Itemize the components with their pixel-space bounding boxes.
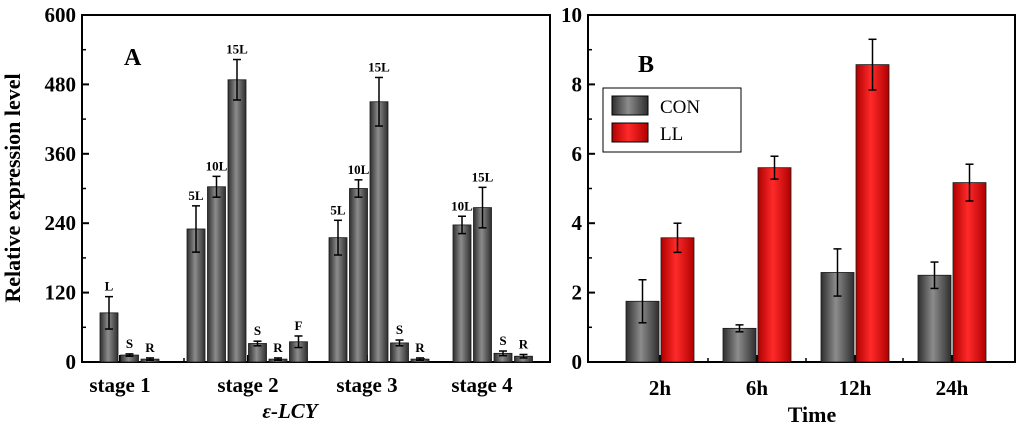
panel-b-x-title: Time — [788, 402, 837, 427]
bar-stage4-10L — [452, 224, 472, 363]
bar-LL-24h — [952, 182, 987, 363]
legend-label-con: CON — [660, 97, 700, 118]
bar-LL-12h — [855, 64, 890, 363]
y-tick-label: 600 — [45, 3, 77, 27]
panel-a: A 0 120 240 360 480 600 stage 1 stage 2 stage 3… — [0, 3, 551, 423]
bar-label: 10L — [451, 198, 473, 213]
y-tick-label: 8 — [572, 72, 583, 96]
bar-stage4-15L — [473, 207, 492, 363]
bar-label: 10L — [206, 158, 228, 173]
bar-stage3-15L — [369, 101, 389, 363]
x-tick-label: 2h — [649, 376, 672, 400]
y-tick-label: 0 — [572, 350, 583, 374]
bar-label: R — [519, 336, 529, 351]
panel-b-letter: B — [638, 52, 654, 78]
panel-b-x-axis: 2h 6h 12h 24h — [649, 355, 969, 400]
legend-label-ll: LL — [660, 124, 683, 145]
panel-a-letter: A — [124, 45, 142, 71]
bar-label: R — [415, 340, 425, 355]
bar-stage3-5L — [328, 237, 348, 363]
y-tick-label: 240 — [45, 211, 77, 235]
legend-swatch-con — [611, 95, 649, 116]
bar-CON-6h — [722, 327, 757, 363]
y-tick-label: 10 — [561, 3, 582, 27]
panel-a-y-title: Relative expression level — [0, 73, 25, 302]
panel-a-x-axis: stage 1 stage 2 stage 3 stage 4 — [89, 355, 513, 397]
y-tick-label: 6 — [572, 142, 583, 166]
y-tick-label: 4 — [572, 211, 583, 235]
bar-label: 10L — [348, 162, 370, 177]
bar-stage2-15L — [227, 79, 247, 363]
bar-label: 15L — [472, 169, 494, 184]
panel-a-x-title: ε-LCY — [262, 399, 319, 423]
panel-b: B 0 2 4 6 8 10 2h 6h 12h 24h Time CON LL — [561, 3, 1016, 427]
bar-label: F — [295, 318, 303, 333]
y-tick-label: 120 — [45, 281, 77, 305]
bar-label: R — [145, 340, 155, 355]
x-tick-label: 6h — [746, 376, 769, 400]
bar-label: S — [126, 336, 133, 351]
x-tick-label: 12h — [839, 376, 872, 400]
x-tick-label: stage 1 — [89, 373, 150, 397]
x-tick-label: stage 2 — [217, 373, 278, 397]
x-tick-label: stage 4 — [451, 373, 513, 397]
panel-b-legend: CON LL — [602, 87, 742, 153]
panel-b-bars — [625, 38, 987, 363]
x-tick-label: 24h — [936, 376, 969, 400]
bar-label: S — [254, 323, 261, 338]
bar-label: R — [273, 340, 283, 355]
bar-LL-6h — [757, 167, 792, 363]
y-tick-label: 480 — [45, 72, 77, 96]
x-tick-label: stage 3 — [336, 373, 397, 397]
bar-label: L — [105, 279, 114, 294]
panel-a-y-axis: 0 120 240 360 480 600 — [45, 3, 89, 374]
bar-label: 5L — [188, 188, 204, 203]
bar-stage2-10L — [207, 186, 226, 363]
bar-label: S — [499, 333, 506, 348]
y-tick-label: 0 — [66, 350, 77, 374]
bar-label: 15L — [368, 59, 390, 74]
panel-b-y-axis: 0 2 4 6 8 10 — [561, 3, 595, 374]
legend-swatch-ll — [611, 122, 649, 143]
bar-label: 5L — [330, 202, 346, 217]
bar-label: S — [396, 322, 403, 337]
bar-label: 15L — [226, 42, 248, 57]
y-tick-label: 360 — [45, 142, 77, 166]
bar-LL-2h — [660, 237, 695, 363]
y-tick-label: 2 — [572, 281, 583, 305]
bar-stage3-10L — [349, 188, 368, 363]
